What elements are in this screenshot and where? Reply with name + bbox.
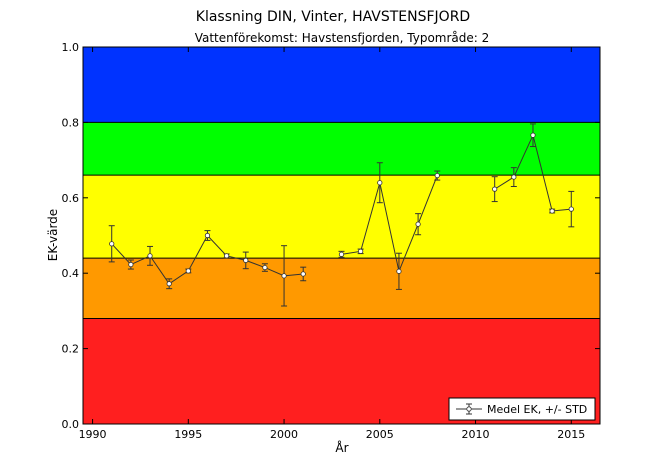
data-point-1992 xyxy=(128,261,134,268)
data-point-1997 xyxy=(224,253,230,259)
band-3 xyxy=(83,122,600,176)
y-tick-label: 0.6 xyxy=(62,192,80,205)
x-tick-label: 1995 xyxy=(174,428,202,441)
y-axis-label: EK-värde xyxy=(46,209,60,261)
y-tick-label: 0.0 xyxy=(62,418,80,431)
data-point-2011 xyxy=(492,186,498,192)
y-tick-label: 0.4 xyxy=(62,267,80,280)
y-tick-label: 1.0 xyxy=(62,41,80,54)
data-point-2013 xyxy=(530,132,536,138)
data-point-2007 xyxy=(415,221,421,227)
data-points xyxy=(109,132,574,287)
data-point-1999 xyxy=(262,264,268,271)
y-axis-ticks: 0.0 0.2 0.4 0.6 0.8 1.0 xyxy=(62,41,600,431)
chart-subtitle: Vattenförekomst: Havstensfjorden, Typomr… xyxy=(195,31,490,45)
band-4 xyxy=(83,47,600,123)
data-point-2003 xyxy=(338,251,345,257)
series-line-segment-1 xyxy=(341,175,438,273)
data-point-2012 xyxy=(511,174,517,180)
band-2 xyxy=(83,175,600,259)
data-point-1996 xyxy=(204,232,211,239)
chart-title: Klassning DIN, Vinter, HAVSTENSFJORD xyxy=(196,9,470,25)
x-tick-label: 2005 xyxy=(366,428,394,441)
data-point-2004 xyxy=(358,248,364,254)
x-axis-label: År xyxy=(335,440,348,455)
plot-frame xyxy=(82,46,601,425)
x-tick-label: 2000 xyxy=(270,428,298,441)
data-point-2005 xyxy=(377,180,383,186)
legend-box xyxy=(448,397,596,421)
band-1 xyxy=(83,258,600,319)
data-point-2001 xyxy=(300,271,306,277)
classification-bands xyxy=(83,47,600,424)
x-axis-ticks: 1990 1995 2000 2005 2010 2015 xyxy=(79,47,585,441)
y-tick-label: 0.8 xyxy=(62,116,80,129)
legend-label: Medel EK, +/- STD xyxy=(487,403,587,416)
y-tick-label: 0.2 xyxy=(62,343,80,356)
x-tick-label: 2015 xyxy=(557,428,585,441)
data-point-1998 xyxy=(243,257,249,263)
data-point-2008 xyxy=(434,172,440,179)
data-point-1991 xyxy=(109,241,115,247)
x-tick-label: 1990 xyxy=(79,428,107,441)
data-point-1994 xyxy=(166,281,172,287)
data-point-2014 xyxy=(549,208,555,214)
data-point-2015 xyxy=(568,206,574,212)
data-point-1995 xyxy=(185,268,191,274)
data-point-2006 xyxy=(396,268,402,274)
legend: Medel EK, +/- STD xyxy=(448,397,596,421)
data-point-1993 xyxy=(147,253,153,259)
legend-marker xyxy=(466,406,472,412)
data-point-2000 xyxy=(281,273,287,279)
x-tick-label: 2010 xyxy=(462,428,490,441)
